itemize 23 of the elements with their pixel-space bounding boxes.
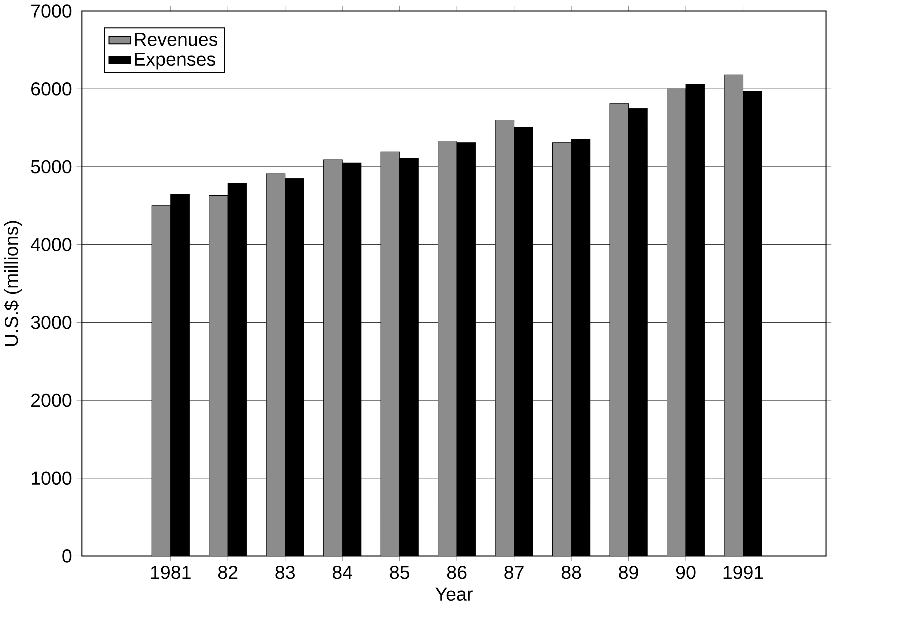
x-tick-label: 1991: [724, 566, 764, 580]
y-tick-label: 0: [62, 549, 72, 563]
legend-label: Revenues: [135, 33, 218, 46]
legend-label: Expenses: [135, 52, 216, 70]
x-tick-label: 90: [676, 566, 696, 580]
x-tick-label: 84: [332, 566, 352, 580]
y-tick-label: 3000: [31, 316, 72, 330]
x-axis-title: Year: [436, 588, 473, 601]
x-tick-label: 87: [504, 566, 524, 580]
x-tick-label: 88: [562, 566, 582, 580]
y-tick-label: 5000: [31, 160, 72, 174]
x-tick-label: 85: [390, 566, 410, 580]
x-tick-label: 89: [619, 566, 638, 580]
y-tick-label: 7000: [32, 4, 72, 18]
x-tick-label: 82: [218, 566, 238, 580]
y-tick-label: 6000: [32, 82, 72, 96]
x-tick-label: 83: [276, 566, 295, 580]
y-tick-label: 4000: [31, 238, 72, 252]
x-tick-label: 1981: [151, 566, 191, 580]
y-tick-label: 1000: [32, 472, 72, 485]
x-tick-label: 86: [447, 566, 467, 580]
y-axis-title: U.S.$ (millions): [4, 221, 22, 346]
y-tick-label: 2000: [32, 394, 72, 408]
